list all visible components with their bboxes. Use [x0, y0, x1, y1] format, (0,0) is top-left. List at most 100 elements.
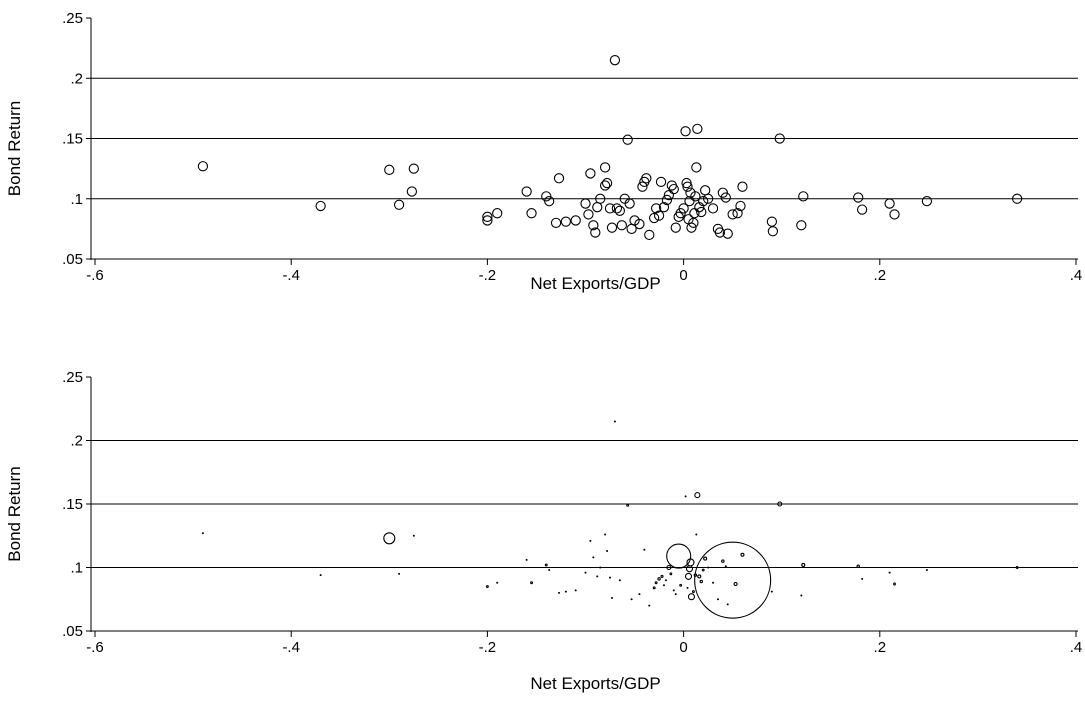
data-point: [595, 193, 606, 204]
data-point: [861, 577, 864, 580]
data-point: [692, 123, 703, 135]
data-point: [589, 539, 592, 542]
data-point: [699, 579, 704, 584]
data-point: [548, 569, 551, 572]
data-point: [580, 198, 591, 209]
y-tick-label: .1: [70, 191, 83, 208]
data-point: [649, 212, 660, 224]
data-point: [684, 196, 695, 207]
data-point: [614, 205, 625, 216]
data-point: [685, 565, 694, 573]
data-point: [701, 568, 705, 572]
data-point: [698, 196, 709, 207]
data-point: [592, 556, 595, 559]
data-point: [521, 186, 532, 197]
data-point: [526, 208, 537, 219]
data-point: [674, 593, 677, 596]
data-point: [893, 582, 896, 586]
data-point: [658, 202, 670, 213]
data-point: [766, 216, 778, 227]
data-point: [691, 162, 702, 173]
data-point: [796, 220, 807, 231]
data-point: [482, 211, 493, 222]
data-point: [682, 181, 693, 192]
x-axis-title: Net Exports/GDP: [530, 274, 660, 293]
data-point: [613, 420, 616, 423]
data-point: [670, 222, 681, 233]
data-point: [550, 217, 562, 228]
x-tick-label: -.4: [282, 267, 300, 284]
data-point: [412, 534, 415, 537]
data-point: [648, 604, 651, 607]
data-point: [740, 552, 745, 557]
data-point: [664, 579, 667, 582]
data-point: [626, 503, 630, 507]
x-tick-label: 0: [679, 639, 687, 656]
data-point: [770, 590, 773, 593]
y-axis-title: Bond Return: [5, 101, 24, 196]
data-point: [604, 533, 607, 536]
data-point: [724, 565, 727, 568]
data-point: [570, 215, 581, 226]
data-point: [800, 594, 803, 597]
data-point: [604, 203, 616, 214]
data-point: [492, 208, 503, 219]
data-point: [853, 192, 864, 203]
data-point: [590, 227, 601, 238]
data-point: [638, 593, 641, 596]
data-point: [777, 501, 783, 507]
data-point: [585, 168, 596, 179]
data-point: [684, 572, 693, 580]
data-point: [666, 564, 672, 571]
data-point: [687, 593, 695, 601]
data-point: [616, 220, 627, 231]
data-point: [496, 581, 499, 584]
data-point: [201, 532, 204, 535]
data-point: [686, 222, 697, 233]
scatter-panel-1: .05 .1 .15 .2 .25 -.6 -.4 -.2 0 .2 .4 Net Exports/G…: [5, 10, 1082, 293]
y-tick-label: .05: [62, 623, 83, 640]
data-point: [383, 532, 396, 545]
data-point: [553, 173, 565, 184]
data-point: [735, 200, 746, 212]
x-tick-label: -.4: [282, 639, 300, 656]
data-point: [798, 191, 809, 202]
data-point: [888, 571, 891, 574]
data-point: [599, 162, 611, 173]
data-point: [889, 209, 900, 220]
data-point: [393, 199, 405, 210]
data-point: [601, 177, 613, 189]
data-point: [609, 55, 621, 66]
data-point: [921, 196, 933, 207]
data-point: [599, 180, 611, 191]
y-axis-title: Bond Return: [5, 466, 24, 561]
data-point: [560, 216, 572, 227]
data-point: [583, 209, 594, 220]
data-point: [530, 581, 533, 585]
data-point: [599, 566, 602, 569]
data-point: [691, 590, 695, 594]
data-point: [406, 186, 418, 197]
data-point: [624, 198, 635, 209]
data-point: [398, 572, 401, 575]
data-point: [558, 591, 561, 594]
x-tick-label: .2: [874, 639, 887, 656]
data-point: [606, 222, 618, 233]
y-tick-label: .25: [62, 369, 83, 386]
data-point: [856, 564, 860, 568]
x-tick-label: .4: [1070, 267, 1083, 284]
data-point: [721, 559, 725, 563]
data-point: [707, 203, 719, 214]
data-point: [1015, 566, 1019, 569]
data-point: [652, 586, 656, 590]
data-point: [694, 492, 701, 499]
y-tick-label: .2: [70, 70, 83, 87]
data-point: [679, 583, 683, 587]
data-point: [720, 192, 731, 203]
data-point: [714, 227, 726, 238]
data-point: [700, 185, 711, 196]
scatter-panel-2: .05 .1 .15 .2 .25 -.6 -.4 -.2 0 .2 .4 Net Exports/G…: [5, 369, 1082, 693]
data-point: [697, 574, 702, 579]
data-point: [662, 584, 665, 587]
